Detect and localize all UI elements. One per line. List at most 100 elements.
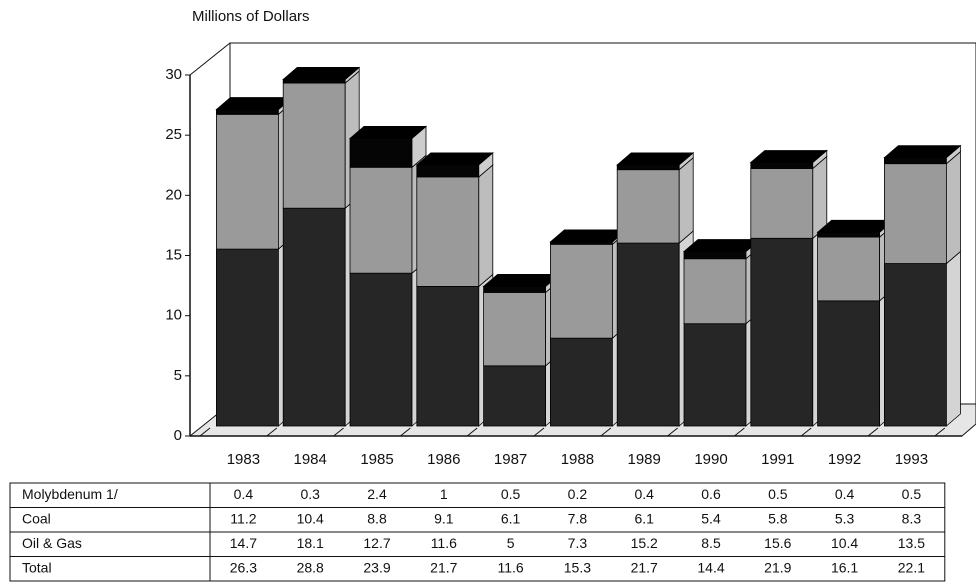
table-cell: 21.9 [764,559,791,575]
bar-top [883,145,962,159]
table-cell: 7.3 [568,535,588,551]
y-tick-label: 30 [165,66,182,83]
bar [416,164,480,178]
bar [483,292,547,367]
bar-top [415,152,494,166]
table-cell: 13.5 [898,535,925,551]
x-tick-label: 1986 [427,451,460,468]
bar-side [478,164,494,288]
bar [282,207,346,427]
floor-tick [533,427,545,437]
y-tick-label: 10 [165,307,182,324]
table-cell: 8.3 [902,510,922,526]
table-cell: 0.2 [568,486,588,502]
table-cell: 9.1 [434,510,454,526]
floor-tick [266,427,278,437]
x-tick-label: 1984 [294,451,327,468]
bar [683,323,747,427]
table-cell: 0.3 [300,486,320,502]
table-cell: 12.7 [363,535,390,551]
x-tick-label: 1989 [628,451,661,468]
table-cell: 21.7 [631,559,658,575]
bar [349,166,413,274]
bar [483,365,547,427]
bar [750,237,814,427]
table-cell: 11.6 [431,535,457,551]
y-tick-label: 5 [174,367,182,384]
table-cell: 8.5 [701,535,721,551]
floor-tick [667,427,678,437]
bar [349,138,413,168]
table-cell: 15.6 [764,535,791,551]
table-row-label: Total [22,559,52,575]
table-cell: 0.5 [501,486,521,502]
x-tick-label: 1990 [694,451,727,468]
table-cell: 28.8 [297,559,324,575]
table-cell: 8.8 [367,510,387,526]
bar [282,79,346,84]
bar [750,168,814,239]
bar [884,263,947,427]
table-cell: 26.3 [230,559,257,575]
table-cell: 10.4 [831,535,858,551]
bar [817,300,880,427]
bar [416,176,480,287]
table-cell: 1 [440,486,448,502]
bar-top [348,126,428,139]
table-cell: 14.7 [230,535,257,551]
bar [550,337,613,427]
bar [750,162,814,169]
bar-side [678,156,694,244]
floor-tick [600,427,612,437]
bar [817,231,880,238]
table-cell: 0.5 [768,486,788,502]
table-cell: 5 [507,535,515,551]
table-cell: 5.4 [701,510,721,526]
bar [215,248,279,427]
floor-tick [466,427,478,437]
axis-title: Millions of Dollars [192,8,310,25]
table-cell: 14.4 [697,559,724,575]
table-row-label: Molybdenum 1/ [22,486,118,502]
y-tick-label: 0 [174,427,182,444]
table-cell: 2.4 [367,486,387,502]
y-tick-label: 20 [165,186,182,203]
floor-tick [800,427,812,437]
table-cell: 0.5 [902,486,922,502]
table-cell: 0.4 [835,486,855,502]
table-cell: 7.8 [568,510,588,526]
table-cell: 6.1 [501,510,521,526]
bar [616,164,680,171]
bar-side [946,150,961,265]
bar-top [616,152,695,166]
x-tick-label: 1987 [494,451,527,468]
x-tick-label: 1993 [895,451,928,468]
bar-side [946,250,961,427]
bar [215,109,279,115]
bar [683,251,747,260]
table-cell: 0.6 [701,486,721,502]
table-cell: 22.1 [898,559,925,575]
table-row-label: Coal [22,510,51,526]
bar [683,258,747,325]
table-cell: 23.9 [363,559,390,575]
floor-tick [333,427,344,437]
bar [616,242,680,427]
bar [817,236,880,302]
x-tick-label: 1991 [761,451,794,468]
bar [884,157,947,165]
bar-top [816,219,895,233]
bar [282,82,346,209]
floor-tick [867,427,879,437]
table-cell: 0.4 [634,486,654,502]
bar [550,243,613,339]
table-cell: 18.1 [297,535,324,551]
y-tick-label: 15 [165,246,182,263]
floor-tick [734,427,745,437]
x-tick-label: 1992 [828,451,861,468]
table-cell: 5.8 [768,510,788,526]
bar [215,113,279,250]
bar [884,163,947,264]
bar-top [215,97,294,110]
